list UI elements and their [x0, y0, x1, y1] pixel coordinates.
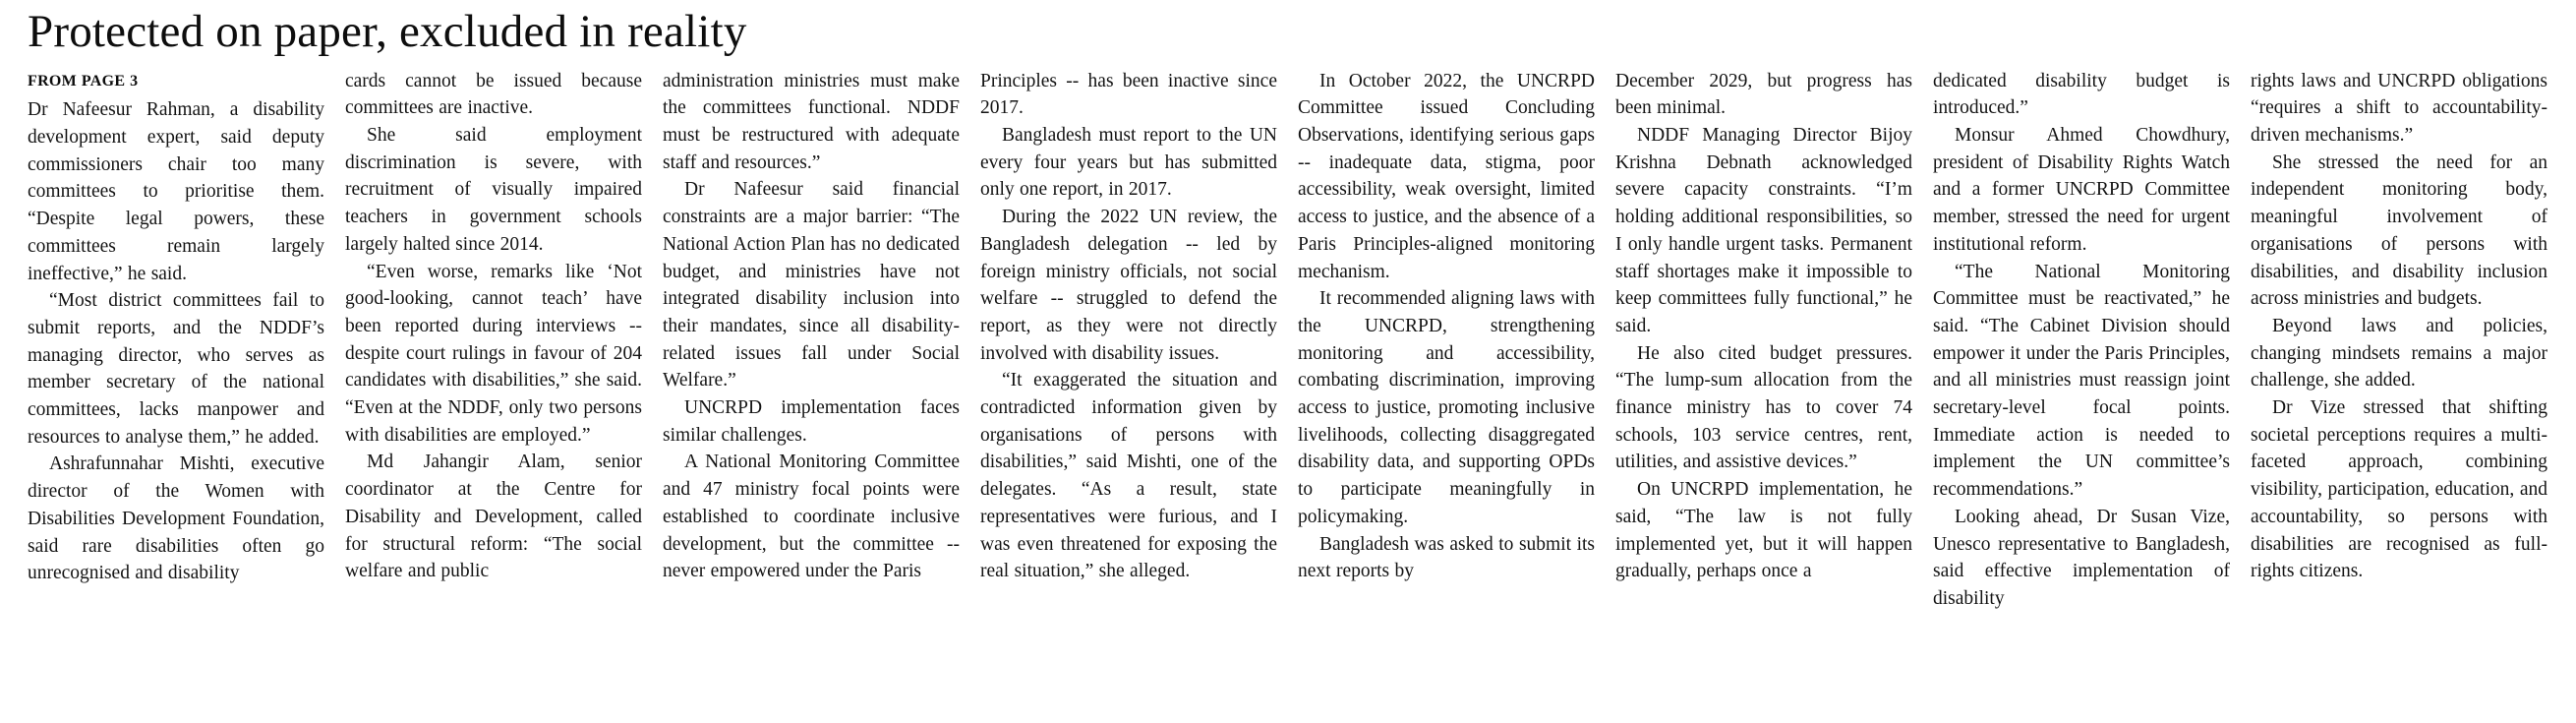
article-paragraph: He also cited budget pressures. “The lum…	[1615, 342, 1912, 473]
article-paragraph: On UNCRPD implementation, he said, “The …	[1615, 479, 1912, 582]
article-paragraph: Monsur Ahmed Chowdhury, president of Dis…	[1933, 125, 2230, 255]
article-column: Principles -- has been inactive since 20…	[980, 68, 1277, 585]
article-paragraph: She said employment discrimination is se…	[345, 125, 642, 255]
article-paragraph: Beyond laws and policies, changing minds…	[2251, 315, 2547, 392]
article-paragraph: “The National Monitoring Committee must …	[1933, 261, 2230, 501]
article-column: dedicated disability budget is introduce…	[1933, 68, 2230, 613]
article-column: cards cannot be issued because committee…	[345, 68, 642, 585]
article-paragraph: NDDF Managing Director Bijoy Krishna Deb…	[1615, 125, 1912, 336]
article-paragraph: In October 2022, the UNCRPD Committee is…	[1298, 70, 1595, 282]
article-column: In October 2022, the UNCRPD Committee is…	[1298, 68, 1595, 585]
article-paragraph: Principles -- has been inactive since 20…	[980, 70, 1277, 119]
article-paragraph: Bangladesh was asked to submit its next …	[1298, 533, 1595, 582]
article-paragraph: rights laws and UNCRPD obligations “requ…	[2251, 70, 2547, 147]
article-paragraph: She stressed the need for an independent…	[2251, 151, 2547, 310]
article-column: FROM PAGE 3 Dr Nafeesur Rahman, a disabil…	[28, 68, 324, 587]
article-paragraph: “Most district committees fail to submit…	[28, 290, 324, 448]
article-headline: Protected on paper, excluded in reality	[28, 6, 747, 57]
article-columns: FROM PAGE 3 Dr Nafeesur Rahman, a disabil…	[28, 68, 2548, 613]
newspaper-page: Protected on paper, excluded in reality …	[28, 6, 2548, 613]
article-paragraph: Ashrafunnahar Mishti, executive director…	[28, 453, 324, 584]
article-column: December 2029, but progress has been min…	[1615, 68, 1912, 585]
article-column: administration ministries must make the …	[663, 68, 960, 585]
article-column: rights laws and UNCRPD obligations “requ…	[2251, 68, 2547, 585]
article-paragraph: A National Monitoring Committee and 47 m…	[663, 452, 960, 582]
article-paragraph: During the 2022 UN review, the Banglades…	[980, 207, 1277, 364]
article-paragraph: Dr Nafeesur said financial constraints a…	[663, 179, 960, 392]
article-paragraph: Looking ahead, Dr Susan Vize, Unesco rep…	[1933, 506, 2230, 609]
article-paragraph: “It exaggerated the situation and contra…	[980, 370, 1277, 582]
from-page-label: FROM PAGE 3	[28, 72, 139, 90]
article-paragraph: cards cannot be issued because committee…	[345, 70, 642, 119]
article-paragraph: Bangladesh must report to the UN every f…	[980, 125, 1277, 201]
article-paragraph: Dr Vize stressed that shifting societal …	[2251, 397, 2547, 582]
article-paragraph: December 2029, but progress has been min…	[1615, 70, 1912, 119]
article-paragraph: dedicated disability budget is introduce…	[1933, 70, 2230, 119]
article-paragraph: “Even worse, remarks like ‘Not good-look…	[345, 261, 642, 446]
article-paragraph: It recommended aligning laws with the UN…	[1298, 288, 1595, 527]
article-paragraph: UNCRPD implementation faces similar chal…	[663, 397, 960, 446]
article-paragraph: Dr Nafeesur Rahman, a disability develop…	[28, 99, 324, 284]
article-paragraph: administration ministries must make the …	[663, 70, 960, 173]
article-paragraph: Md Jahangir Alam, senior coordinator at …	[345, 452, 642, 582]
